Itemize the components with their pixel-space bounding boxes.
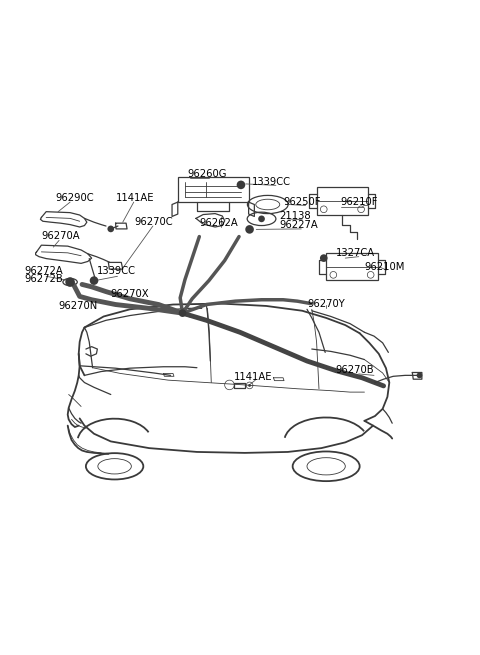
Text: 1339CC: 1339CC bbox=[252, 178, 291, 187]
Circle shape bbox=[65, 277, 75, 287]
Text: 96290C: 96290C bbox=[56, 193, 95, 203]
Text: 1327CA: 1327CA bbox=[336, 248, 375, 258]
Text: 21138: 21138 bbox=[279, 212, 311, 221]
Text: 96210M: 96210M bbox=[364, 261, 405, 272]
FancyBboxPatch shape bbox=[178, 178, 249, 202]
Text: 96272A: 96272A bbox=[24, 267, 63, 276]
Circle shape bbox=[179, 309, 186, 317]
Text: 96210F: 96210F bbox=[340, 197, 378, 207]
Text: 96270N: 96270N bbox=[58, 301, 97, 310]
Circle shape bbox=[320, 254, 327, 262]
Circle shape bbox=[245, 225, 254, 234]
Text: 96262A: 96262A bbox=[199, 218, 238, 228]
Circle shape bbox=[258, 215, 265, 222]
Text: 1339CC: 1339CC bbox=[96, 267, 135, 276]
Circle shape bbox=[237, 181, 245, 189]
Text: 96272B: 96272B bbox=[24, 274, 63, 284]
Text: 96270Y: 96270Y bbox=[307, 299, 345, 309]
Circle shape bbox=[417, 373, 422, 378]
Circle shape bbox=[108, 225, 114, 233]
Text: 96270C: 96270C bbox=[135, 217, 173, 227]
Text: 96270A: 96270A bbox=[41, 231, 80, 241]
Text: 96260G: 96260G bbox=[187, 169, 227, 179]
FancyBboxPatch shape bbox=[326, 253, 378, 280]
Text: 96270X: 96270X bbox=[111, 289, 149, 299]
Text: 1141AE: 1141AE bbox=[116, 193, 154, 203]
Text: 96270B: 96270B bbox=[336, 365, 374, 375]
FancyBboxPatch shape bbox=[317, 187, 368, 215]
Text: 96250F: 96250F bbox=[283, 197, 321, 207]
Circle shape bbox=[180, 310, 185, 316]
Text: 96227A: 96227A bbox=[279, 220, 318, 231]
Text: 1141AE: 1141AE bbox=[234, 371, 273, 382]
Circle shape bbox=[248, 384, 251, 387]
Circle shape bbox=[90, 276, 98, 285]
